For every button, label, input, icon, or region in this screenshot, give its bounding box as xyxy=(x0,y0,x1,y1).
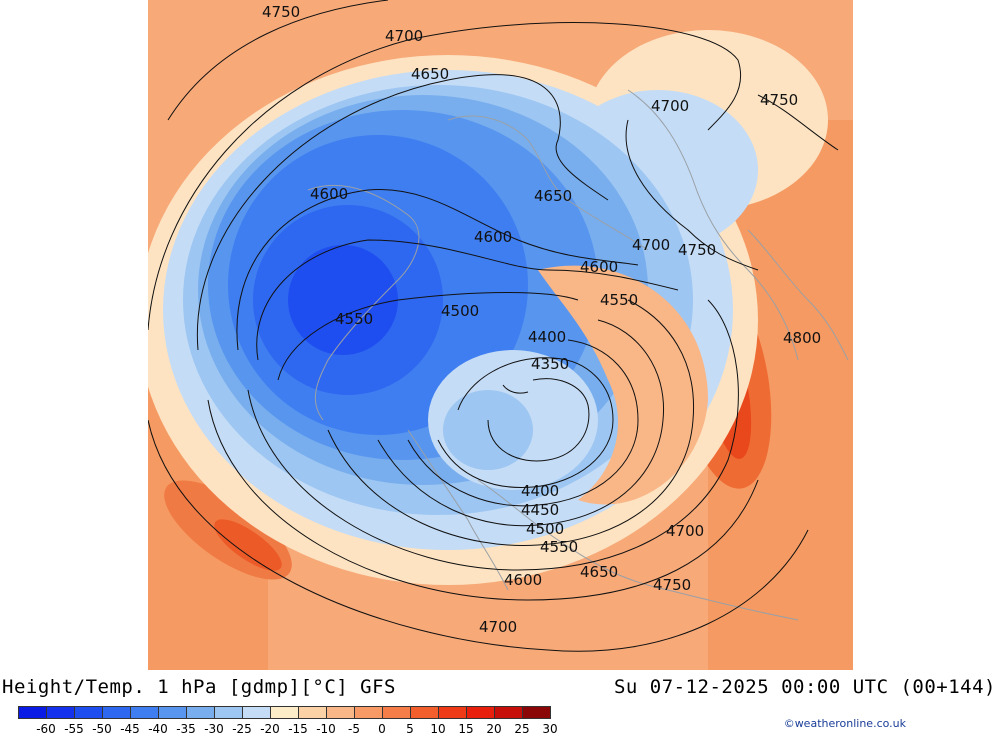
coastlines xyxy=(307,89,849,621)
legend-swatch xyxy=(354,706,383,719)
legend-tick-label: 20 xyxy=(486,722,502,736)
legend-swatch xyxy=(438,706,467,719)
contour-label: 4350 xyxy=(531,355,569,373)
legend-tick-label: 30 xyxy=(542,722,558,736)
contour-label: 4450 xyxy=(521,501,559,519)
contour-label: 4750 xyxy=(653,576,691,594)
legend-swatch xyxy=(298,706,327,719)
forecast-datetime: Su 07-12-2025 00:00 UTC (00+144) xyxy=(613,676,996,698)
contour-label: 4650 xyxy=(534,187,572,205)
contour-label: 4400 xyxy=(521,482,559,500)
legend-tick-label: 0 xyxy=(378,722,386,736)
height-contours xyxy=(148,0,839,652)
contour-label: 4700 xyxy=(651,97,689,115)
legend-tick-label: 15 xyxy=(458,722,474,736)
legend-tick-label: -40 xyxy=(148,722,168,736)
legend-swatch xyxy=(214,706,243,719)
contour-label: 4550 xyxy=(600,291,638,309)
hot-core-southwest xyxy=(214,519,282,571)
contour-label: 4600 xyxy=(474,228,512,246)
contour-label: 4700 xyxy=(479,618,517,636)
legend-swatch xyxy=(74,706,103,719)
contour-label: 4600 xyxy=(504,571,542,589)
low-center-core xyxy=(443,390,533,470)
legend-swatch xyxy=(242,706,271,719)
contour-label: 4400 xyxy=(528,328,566,346)
legend-tick-label: 25 xyxy=(514,722,530,736)
contour-label: 4600 xyxy=(580,258,618,276)
contour-label: 4550 xyxy=(335,310,373,328)
legend-swatch xyxy=(494,706,523,719)
cold-core xyxy=(288,245,398,355)
legend-tick-label: -15 xyxy=(288,722,308,736)
contour-label: 4700 xyxy=(666,522,704,540)
legend-tick-label: 10 xyxy=(430,722,446,736)
legend-tick-label: -35 xyxy=(176,722,196,736)
legend-tick-label: -45 xyxy=(120,722,140,736)
legend-tick-label: -60 xyxy=(36,722,56,736)
legend-tick-label: -30 xyxy=(204,722,224,736)
legend-swatch xyxy=(270,706,299,719)
legend-swatch xyxy=(46,706,75,719)
contour-label: 4800 xyxy=(783,329,821,347)
legend-tick-label: -20 xyxy=(260,722,280,736)
legend-tick-label: -55 xyxy=(64,722,84,736)
legend-tick-label: -10 xyxy=(316,722,336,736)
contour-label: 4650 xyxy=(411,65,449,83)
legend-tick-label: 5 xyxy=(406,722,414,736)
legend-tick-label: -50 xyxy=(92,722,112,736)
height-temp-map: 4750 4700 4650 4700 4750 4600 4650 4600 … xyxy=(148,0,853,670)
contour-label: 4750 xyxy=(262,3,300,21)
map-panel: 4750 4700 4650 4700 4750 4600 4650 4600 … xyxy=(148,0,853,670)
legend-swatch xyxy=(186,706,215,719)
legend-swatch xyxy=(102,706,131,719)
legend-swatch xyxy=(410,706,439,719)
contour-label: 4750 xyxy=(760,91,798,109)
legend-tick-label: -25 xyxy=(232,722,252,736)
legend-swatch xyxy=(18,706,47,719)
warm-intrusion xyxy=(538,265,708,505)
map-title: Height/Temp. 1 hPa [gdmp][°C] GFS xyxy=(2,676,396,698)
credit-link[interactable]: ©weatheronline.co.uk xyxy=(783,717,906,730)
legend-swatch xyxy=(466,706,495,719)
contour-label: 4750 xyxy=(678,241,716,259)
contour-label: 4650 xyxy=(580,563,618,581)
contour-labels: 4750 4700 4650 4700 4750 4600 4650 4600 … xyxy=(262,3,821,636)
legend-swatch xyxy=(326,706,355,719)
contour-label: 4700 xyxy=(385,27,423,45)
contour-label: 4550 xyxy=(540,538,578,556)
legend-swatch xyxy=(130,706,159,719)
legend-swatch xyxy=(158,706,187,719)
contour-label: 4500 xyxy=(526,520,564,538)
contour-label: 4700 xyxy=(632,236,670,254)
legend-tick-label: -5 xyxy=(348,722,360,736)
legend-swatch xyxy=(382,706,411,719)
contour-label: 4600 xyxy=(310,185,348,203)
legend-swatch xyxy=(522,706,551,719)
contour-label: 4500 xyxy=(441,302,479,320)
